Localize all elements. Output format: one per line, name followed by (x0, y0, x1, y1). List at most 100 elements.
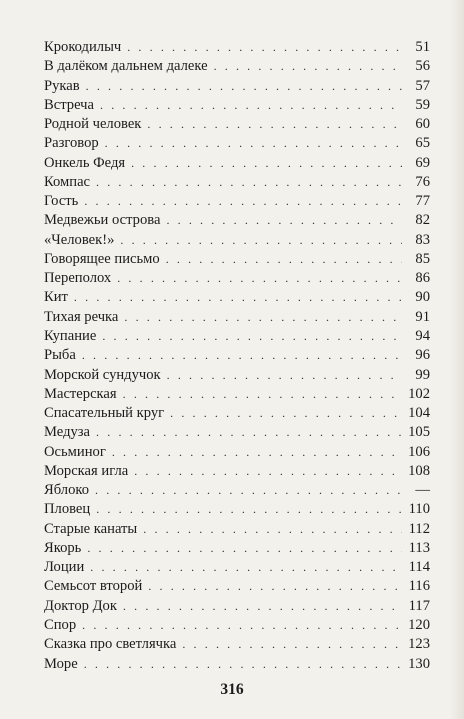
toc-entry: Говорящее письмо 85 (44, 250, 430, 269)
dot-leader (143, 520, 402, 539)
dot-leader (123, 597, 402, 616)
toc-entry-title: Морская игла (44, 462, 129, 479)
toc-entry: Осьминог 106 (44, 443, 430, 462)
toc-entry: Семьсот второй 116 (44, 577, 430, 596)
toc-entry-page: 104 (408, 405, 430, 422)
toc-entry-page: 123 (408, 636, 430, 653)
toc-entry-title: Спор (44, 616, 77, 633)
dot-leader (166, 211, 402, 230)
toc-entry-title: Рыба (44, 347, 76, 364)
toc-entry: Старые канаты 112 (44, 520, 430, 539)
toc-entry: «Человек!» 83 (44, 231, 430, 250)
toc-entry-page: 106 (408, 443, 430, 460)
toc-entry-title: В далёком дальнем далеке (44, 58, 208, 75)
toc-entry-page: 108 (408, 462, 430, 479)
toc-entry: Спасательный круг 104 (44, 404, 430, 423)
dot-leader (112, 443, 402, 462)
toc-entry-title: Медвежьи острова (44, 212, 161, 229)
toc-entry-title: Компас (44, 173, 91, 190)
toc-entry: Гость 77 (44, 192, 430, 211)
toc-entry: Рукав 57 (44, 77, 430, 96)
toc-entry-page: 114 (408, 559, 430, 576)
dot-leader (147, 115, 402, 134)
toc-entry: Онкель Федя 69 (44, 154, 430, 173)
dot-leader (127, 38, 402, 57)
toc-entry-title: Доктор Док (44, 597, 117, 614)
toc-entry-title: Разговор (44, 135, 99, 152)
table-of-contents: Крокодилыч 51 В далёком дальнем далеке 56 Ру… (44, 38, 430, 674)
toc-entry: Родной человек 60 (44, 115, 430, 134)
dot-leader (87, 539, 402, 558)
dot-leader (124, 308, 402, 327)
toc-entry-title: Говорящее письмо (44, 250, 160, 267)
toc-entry-title: Семьсот второй (44, 578, 143, 595)
toc-entry: Якорь 113 (44, 539, 430, 558)
toc-entry-page: 59 (415, 96, 430, 113)
toc-entry-page: 116 (408, 578, 430, 595)
toc-entry-title: Купание (44, 327, 97, 344)
toc-entry-page: 117 (408, 597, 430, 614)
toc-entry-page: 85 (415, 250, 430, 267)
toc-entry-page: 110 (408, 501, 430, 518)
dot-leader (131, 154, 402, 173)
toc-entry: Компас 76 (44, 173, 430, 192)
toc-entry-title: Онкель Федя (44, 154, 126, 171)
toc-entry: Разговор 65 (44, 134, 430, 153)
dot-leader (167, 366, 402, 385)
toc-entry-page: 56 (415, 58, 430, 75)
dot-leader (96, 173, 402, 192)
toc-entry-title: Медуза (44, 424, 91, 441)
toc-entry: Встреча 59 (44, 96, 430, 115)
dot-leader (148, 577, 402, 596)
toc-entry-page: 60 (415, 116, 430, 133)
dot-leader (102, 327, 402, 346)
dot-leader (96, 423, 402, 442)
page-edge-shadow (450, 0, 464, 719)
toc-entry-page: 130 (408, 655, 430, 672)
toc-entry-page: 76 (415, 173, 430, 190)
toc-entry-page: 99 (415, 366, 430, 383)
toc-entry: Лоции 114 (44, 558, 430, 577)
toc-entry-page: 51 (415, 39, 430, 55)
toc-entry-page: 82 (415, 212, 430, 229)
toc-entry-page: 91 (415, 308, 430, 325)
toc-entry: Спор 120 (44, 616, 430, 635)
dot-leader (123, 385, 402, 404)
dot-leader (170, 404, 402, 423)
toc-entry-page: 90 (415, 289, 430, 306)
toc-entry: Тихая речка 91 (44, 308, 430, 327)
toc-entry: Морская игла 108 (44, 462, 430, 481)
toc-entry-title: Морской сундучок (44, 366, 161, 383)
toc-entry: Мастерская 102 (44, 385, 430, 404)
toc-entry: Пловец 110 (44, 500, 430, 519)
toc-entry: В далёком дальнем далеке 56 (44, 57, 430, 76)
dot-leader (182, 635, 402, 654)
toc-entry-title: «Человек!» (44, 231, 115, 248)
toc-entry-page: 102 (408, 385, 430, 402)
toc-entry-page: 83 (415, 231, 430, 248)
toc-entry-page: 86 (415, 270, 430, 287)
toc-entry-title: Яблоко (44, 482, 90, 499)
toc-entry-title: Сказка про светлячка (44, 636, 177, 653)
toc-entry: Купание 94 (44, 327, 430, 346)
toc-entry: Сказка про светлячка 123 (44, 635, 430, 654)
toc-entry-title: Мастерская (44, 385, 117, 402)
toc-entry-title: Кит (44, 289, 68, 306)
toc-entry: Медвежьи острова 82 (44, 211, 430, 230)
dot-leader (90, 558, 402, 577)
toc-entry-title: Тихая речка (44, 308, 119, 325)
dot-leader (214, 57, 402, 76)
toc-entry-title: Лоции (44, 559, 85, 576)
toc-entry-page: 94 (415, 327, 430, 344)
dot-leader (84, 655, 402, 674)
toc-entry-title: Крокодилыч (44, 39, 122, 55)
toc-entry-title: Переполох (44, 270, 112, 287)
toc-entry-title: Пловец (44, 501, 91, 518)
dot-leader (96, 500, 402, 519)
toc-entry: Рыба 96 (44, 346, 430, 365)
dot-leader (74, 288, 402, 307)
toc-entry-title: Гость (44, 193, 79, 210)
page-number: 316 (220, 681, 244, 698)
toc-entry-title: Спасательный круг (44, 405, 165, 422)
dot-leader (84, 192, 402, 211)
